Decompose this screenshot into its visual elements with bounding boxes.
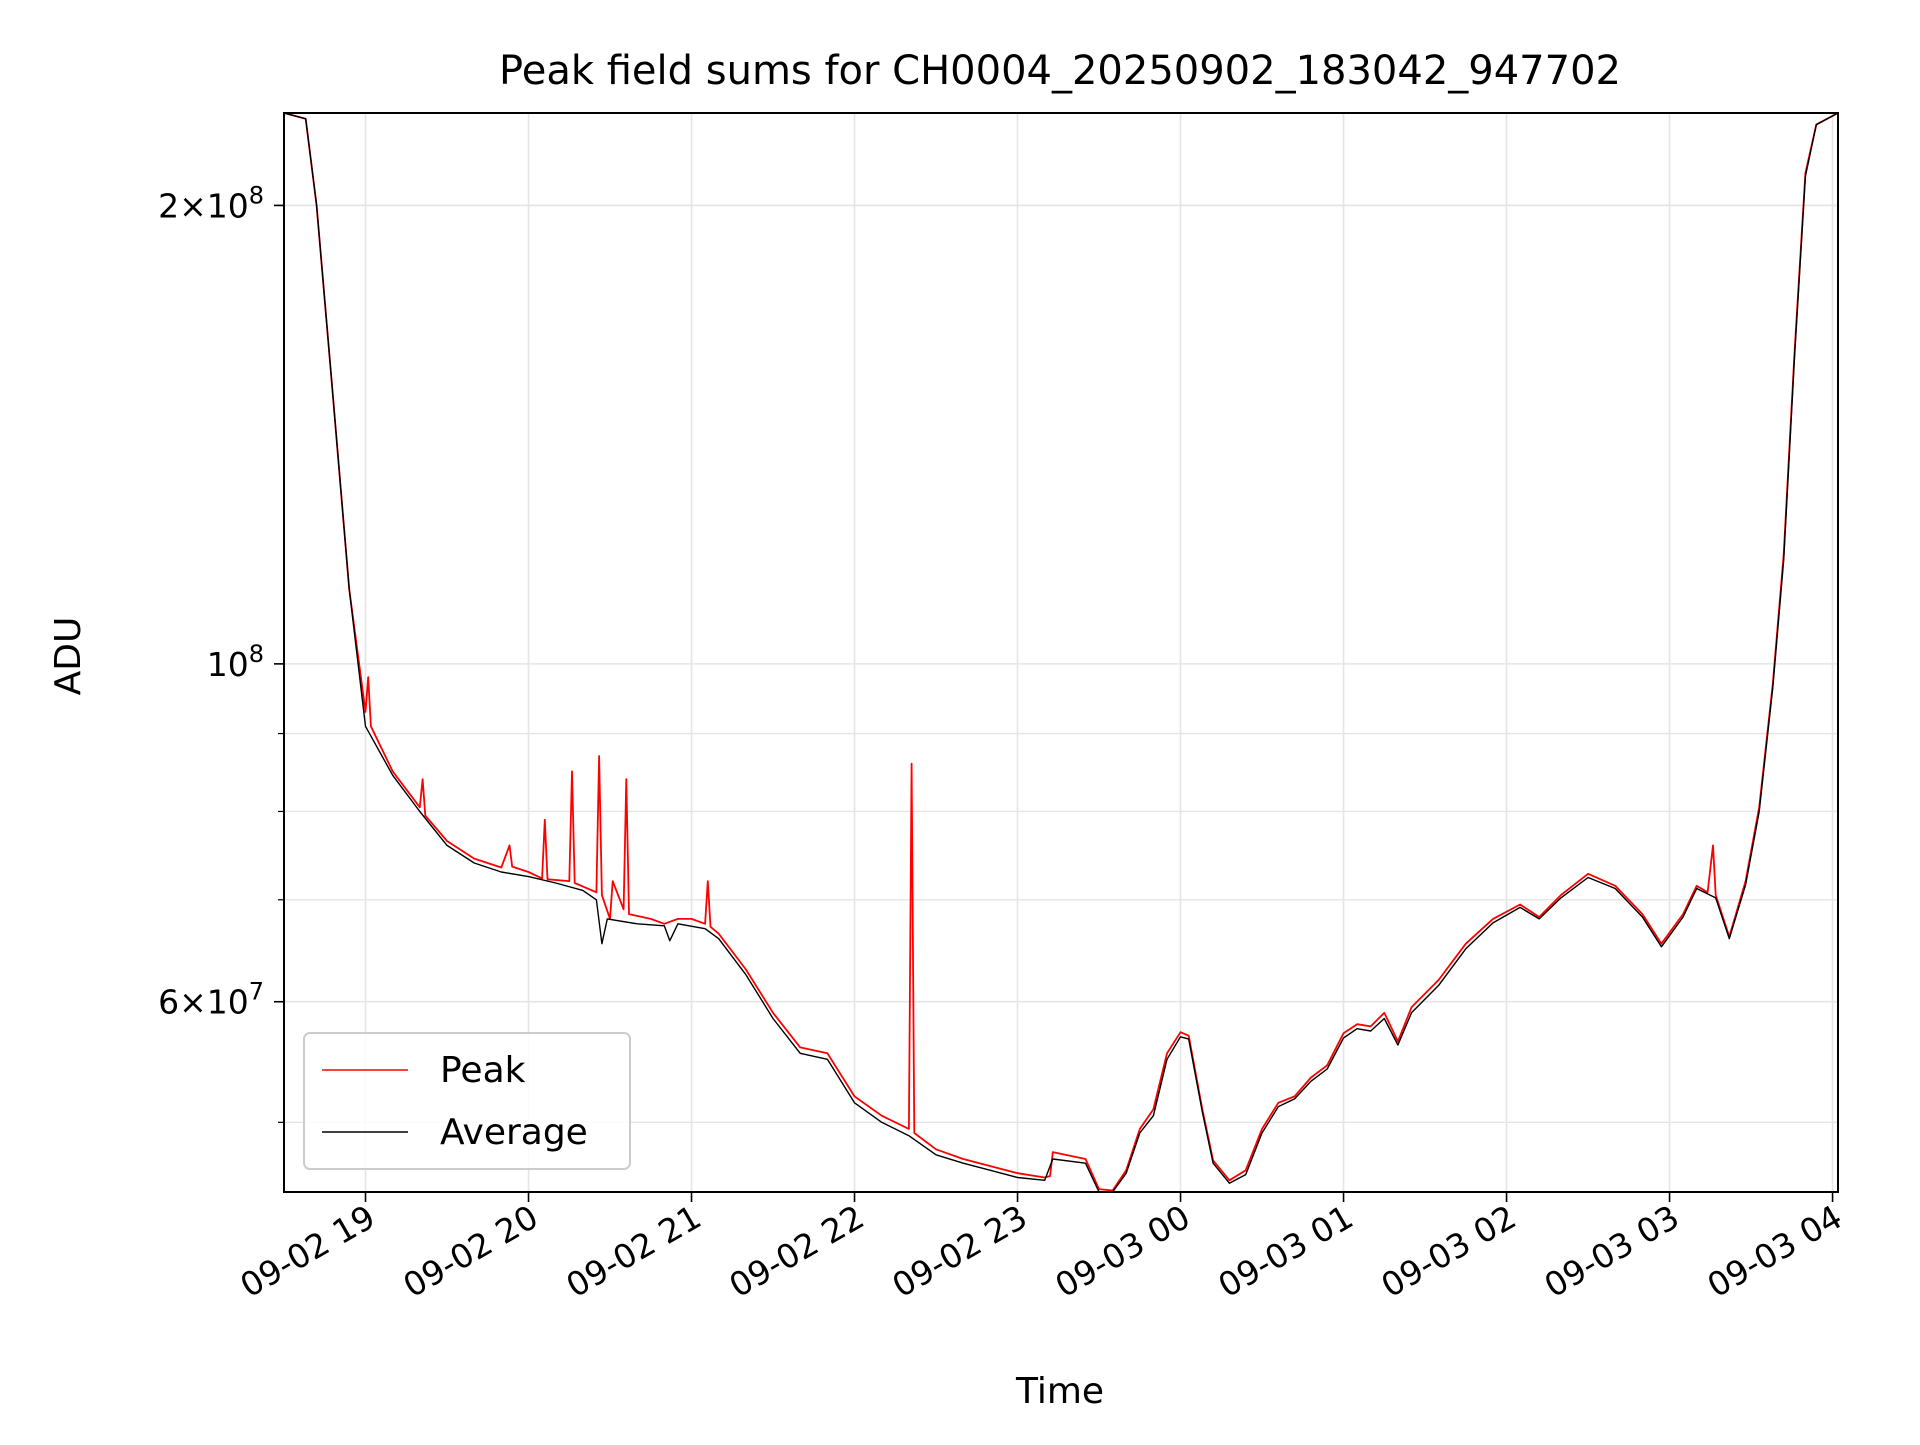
series-line-average	[283, 112, 1839, 1193]
legend-peak-label: Peak	[440, 1050, 526, 1091]
legend-average-label: Average	[440, 1112, 588, 1153]
y-tick-label: 108	[207, 640, 264, 684]
x-axis-label: Time	[1015, 1371, 1104, 1412]
chart-title: Peak field sums for CH0004_20250902_1830…	[499, 48, 1621, 94]
legend-box	[303, 1032, 631, 1170]
y-tick-label: 6×107	[158, 978, 264, 1022]
y-tick-label: 2×108	[158, 181, 264, 225]
series-line-peak	[283, 112, 1839, 1192]
grid	[284, 113, 1838, 1192]
series-layer	[283, 112, 1839, 1193]
y-axis-label: ADU	[48, 617, 89, 696]
plot-frame	[283, 112, 1839, 1193]
legend: Peak Average	[303, 1032, 631, 1170]
